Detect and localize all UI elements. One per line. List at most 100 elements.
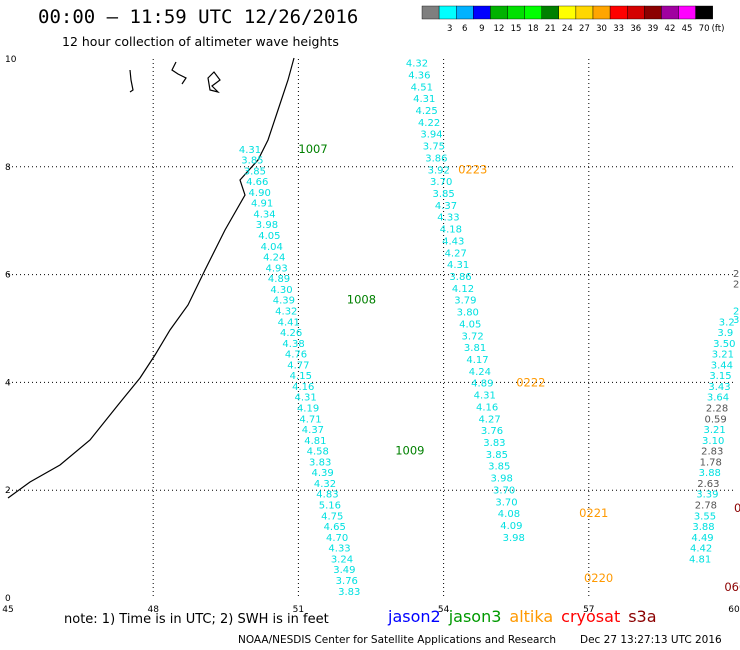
- wave-height-value: 3.70: [493, 485, 515, 496]
- track-s3a: 3.23.93.503.213.443.153.433.642.280.593.…: [689, 317, 740, 594]
- wave-height-value: 3.85: [432, 189, 454, 200]
- wave-height-value: 3.72: [462, 331, 484, 342]
- y-tick-label: 0: [5, 594, 11, 604]
- wave-height-value: 4.31: [239, 145, 261, 156]
- wave-height-value: 4.05: [258, 231, 280, 242]
- wave-height-value: 3.49: [333, 565, 355, 576]
- legend-label: 6: [462, 24, 467, 34]
- wave-height-value: 4.93: [265, 263, 287, 274]
- island: [207, 71, 221, 94]
- wave-height-value: 4.41: [278, 317, 300, 328]
- footer-credit: NOAA/NESDIS Center for Satellite Applica…: [238, 634, 556, 646]
- wave-height-value: 4.42: [690, 544, 712, 555]
- x-tick-label: 54: [438, 605, 450, 615]
- pass-time-label: 1009: [395, 444, 424, 458]
- wave-height-value: 3.70: [430, 177, 452, 188]
- wave-height-value: 4.83: [316, 490, 338, 501]
- color-legend: 3 6 9 12 15 18 21 24 27 30 33 36 39 42 45 70 (ft): [421, 5, 724, 34]
- wave-height-value: 4.33: [328, 544, 350, 555]
- wave-height-value: 3.21: [704, 425, 726, 436]
- x-tick-label: 57: [583, 605, 594, 615]
- wave-height-value: 4.49: [691, 533, 713, 544]
- x-tick-label: 60: [728, 605, 740, 615]
- wave-height-value: 4.16: [476, 402, 498, 413]
- wave-height-value: 3.85: [241, 156, 263, 167]
- wave-height-value: 2.63: [697, 479, 719, 490]
- y-tick-label: 2: [5, 486, 11, 496]
- wave-height-value: 3.10: [702, 436, 724, 447]
- track-jason3: 4.313.853.854.664.904.914.343.984.054.04…: [239, 142, 425, 598]
- coastline: [7, 57, 295, 499]
- wave-height-value: 3.98: [503, 533, 525, 544]
- legend-label: 9: [479, 24, 484, 34]
- wave-height-value: 3.83: [483, 438, 505, 449]
- legend-label: 12: [494, 24, 505, 34]
- wave-height-value: 4.08: [498, 509, 520, 520]
- edge-value: 3.3: [733, 315, 740, 326]
- wave-height-value: 3.43: [708, 382, 730, 393]
- wave-height-value: 4.31: [474, 391, 496, 402]
- wave-height-value: 4.26: [280, 328, 302, 339]
- wave-height-value: 3.44: [711, 360, 733, 371]
- wave-height-value: 3.83: [309, 457, 331, 468]
- map-title: 00:00 – 11:59 UTC 12/26/2016: [38, 6, 359, 28]
- wave-height-value: 4.37: [435, 201, 457, 212]
- wave-height-value: 4.33: [437, 213, 459, 224]
- wave-height-value: 4.51: [411, 82, 433, 93]
- wave-height-value: 4.12: [452, 284, 474, 295]
- wave-height-value: 4.36: [408, 70, 430, 81]
- wave-height-value: 3.86: [449, 272, 471, 283]
- y-tick-label: 10: [5, 55, 17, 65]
- legend-label: 18: [528, 24, 539, 34]
- wave-height-value: 3.75: [423, 142, 445, 153]
- pass-time-label: 0220: [584, 571, 613, 585]
- wave-height-value: 4.32: [314, 479, 336, 490]
- satellite-jason2: jason2: [388, 607, 441, 626]
- pass-time-label: 0605: [724, 580, 740, 594]
- satellite-legend: jason2 jason3 altika cryosat s3a: [388, 607, 665, 626]
- legend-label: 15: [511, 24, 522, 34]
- map-frame: [8, 59, 734, 598]
- wave-height-value: 3.86: [425, 153, 447, 164]
- wave-height-value: 2.78: [695, 501, 717, 512]
- wave-height-value: 4.71: [299, 414, 321, 425]
- wave-height-value: 3.88: [699, 468, 721, 479]
- pass-time-label: 1007: [298, 142, 327, 156]
- legend-label: 39: [647, 24, 658, 34]
- legend-swatch: [695, 5, 713, 20]
- wave-height-value: 4.04: [261, 242, 283, 253]
- edge-value: 2.5: [733, 306, 740, 317]
- legend-label: 36: [630, 24, 641, 34]
- pass-time-label: 0223: [458, 162, 487, 176]
- wave-height-value: 5.16: [319, 501, 341, 512]
- wave-height-value: 3.2: [719, 317, 735, 328]
- wave-height-value: 1.78: [700, 457, 722, 468]
- wave-height-value: 4.25: [416, 106, 438, 117]
- map-subtitle: 12 hour collection of altimeter wave hei…: [62, 34, 339, 49]
- wave-height-value: 4.39: [273, 296, 295, 307]
- legend-label: 3: [447, 24, 452, 34]
- satellite-cryosat: cryosat: [561, 607, 621, 626]
- wave-height-value: 4.34: [253, 209, 275, 220]
- wave-height-value: 3.9: [717, 328, 733, 339]
- wave-height-value: 2.83: [701, 447, 723, 458]
- wave-height-value: 3.76: [481, 426, 503, 437]
- pass-time-label: 0221: [579, 506, 608, 520]
- wave-height-value: 3.55: [694, 511, 716, 522]
- wave-height-value: 4.19: [297, 404, 319, 415]
- island: [129, 69, 134, 93]
- edge-value: 2: [733, 280, 739, 291]
- wave-height-value: 2.28: [706, 404, 728, 415]
- wave-height-value: 4.39: [311, 468, 333, 479]
- pass-time-label: 06: [734, 501, 740, 515]
- legend-label: 45: [682, 24, 693, 34]
- wave-height-value: 3.83: [338, 587, 360, 598]
- wave-height-value: 3.98: [256, 220, 278, 231]
- wave-height-value: 3.79: [454, 296, 476, 307]
- legend-label: 70: [699, 24, 710, 34]
- wave-height-value: 4.37: [302, 425, 324, 436]
- wave-height-value: 4.22: [418, 118, 440, 129]
- legend-label: 27: [579, 24, 590, 34]
- wave-height-value: 4.31: [447, 260, 469, 271]
